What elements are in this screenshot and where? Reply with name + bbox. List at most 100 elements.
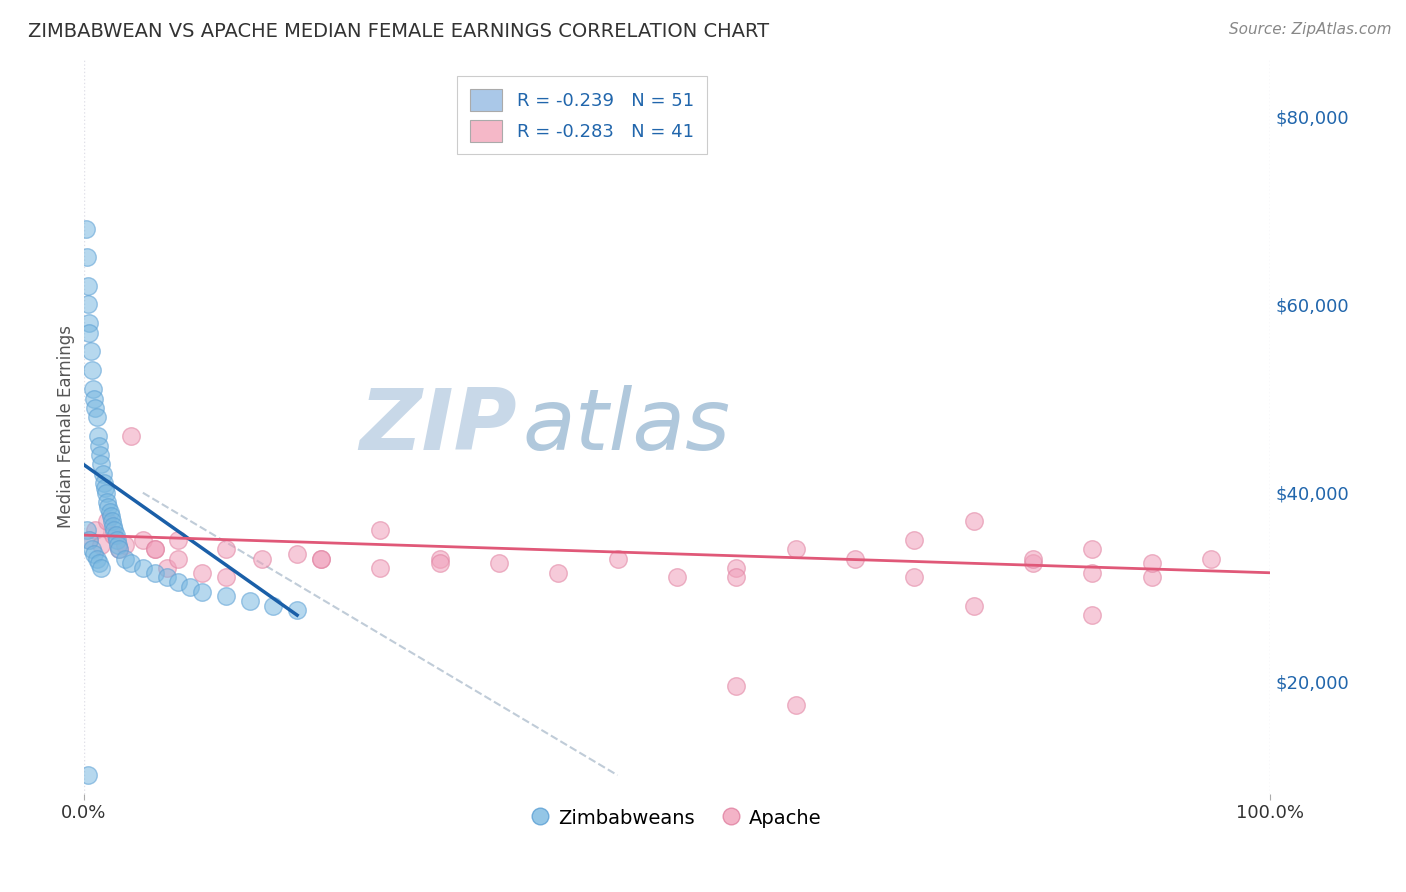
Point [1140, 557, 1163, 571]
Point [114, 537, 136, 551]
Text: ZIP: ZIP [359, 385, 516, 468]
Point [87, 429, 110, 443]
Point [101, 528, 124, 542]
Point [114, 551, 136, 566]
Point [76, 524, 98, 538]
Point [547, 566, 569, 580]
Point [429, 551, 451, 566]
Point [725, 570, 748, 584]
Point [98, 505, 121, 519]
Point [167, 551, 190, 566]
Point [101, 514, 124, 528]
Point [84, 401, 107, 415]
Point [96, 514, 118, 528]
Point [488, 557, 510, 571]
Point [132, 561, 155, 575]
Point [120, 429, 142, 443]
Point [97, 500, 120, 514]
Point [80, 542, 103, 557]
Point [83, 392, 105, 406]
Point [179, 580, 201, 594]
Point [90, 561, 112, 575]
Point [107, 537, 129, 551]
Point [215, 542, 238, 557]
Point [785, 698, 807, 712]
Point [1022, 551, 1045, 566]
Point [429, 557, 451, 571]
Point [167, 575, 190, 590]
Y-axis label: Median Female Earnings: Median Female Earnings [58, 326, 75, 528]
Point [239, 594, 262, 608]
Point [215, 590, 238, 604]
Point [79, 326, 101, 340]
Point [1081, 566, 1104, 580]
Text: Source: ZipAtlas.com: Source: ZipAtlas.com [1229, 22, 1392, 37]
Point [77, 768, 100, 782]
Point [87, 557, 110, 571]
Point [1199, 551, 1222, 566]
Point [86, 410, 108, 425]
Point [100, 509, 122, 524]
Point [79, 344, 101, 359]
Text: atlas: atlas [523, 385, 731, 468]
Point [120, 557, 142, 571]
Point [1022, 557, 1045, 571]
Point [155, 561, 177, 575]
Point [785, 542, 807, 557]
Point [87, 439, 110, 453]
Point [93, 476, 115, 491]
Point [90, 537, 112, 551]
Point [79, 533, 101, 547]
Point [90, 458, 112, 472]
Point [143, 566, 166, 580]
Point [83, 547, 105, 561]
Point [962, 599, 984, 613]
Point [368, 561, 391, 575]
Point [75, 222, 97, 236]
Point [108, 542, 131, 557]
Point [215, 570, 238, 584]
Point [1140, 570, 1163, 584]
Point [80, 363, 103, 377]
Point [903, 570, 925, 584]
Point [94, 481, 117, 495]
Point [285, 547, 308, 561]
Point [606, 551, 628, 566]
Point [96, 495, 118, 509]
Point [82, 382, 104, 396]
Text: ZIMBABWEAN VS APACHE MEDIAN FEMALE EARNINGS CORRELATION CHART: ZIMBABWEAN VS APACHE MEDIAN FEMALE EARNI… [28, 22, 769, 41]
Point [167, 533, 190, 547]
Point [262, 599, 284, 613]
Point [76, 250, 98, 264]
Point [86, 551, 108, 566]
Point [309, 551, 332, 566]
Point [89, 448, 111, 462]
Point [285, 603, 308, 617]
Point [844, 551, 866, 566]
Legend: Zimbabweans, Apache: Zimbabweans, Apache [524, 799, 830, 836]
Point [94, 485, 117, 500]
Point [77, 278, 100, 293]
Point [91, 467, 114, 481]
Point [77, 297, 100, 311]
Point [1081, 542, 1104, 557]
Point [309, 551, 332, 566]
Point [79, 533, 101, 547]
Point [903, 533, 925, 547]
Point [665, 570, 688, 584]
Point [725, 561, 748, 575]
Point [191, 566, 214, 580]
Point [103, 524, 125, 538]
Point [962, 514, 984, 528]
Point [143, 542, 166, 557]
Point [108, 542, 131, 557]
Point [105, 533, 128, 547]
Point [79, 316, 101, 330]
Point [143, 542, 166, 557]
Point [132, 533, 155, 547]
Point [191, 584, 214, 599]
Point [101, 518, 124, 533]
Point [104, 528, 127, 542]
Point [250, 551, 273, 566]
Point [368, 524, 391, 538]
